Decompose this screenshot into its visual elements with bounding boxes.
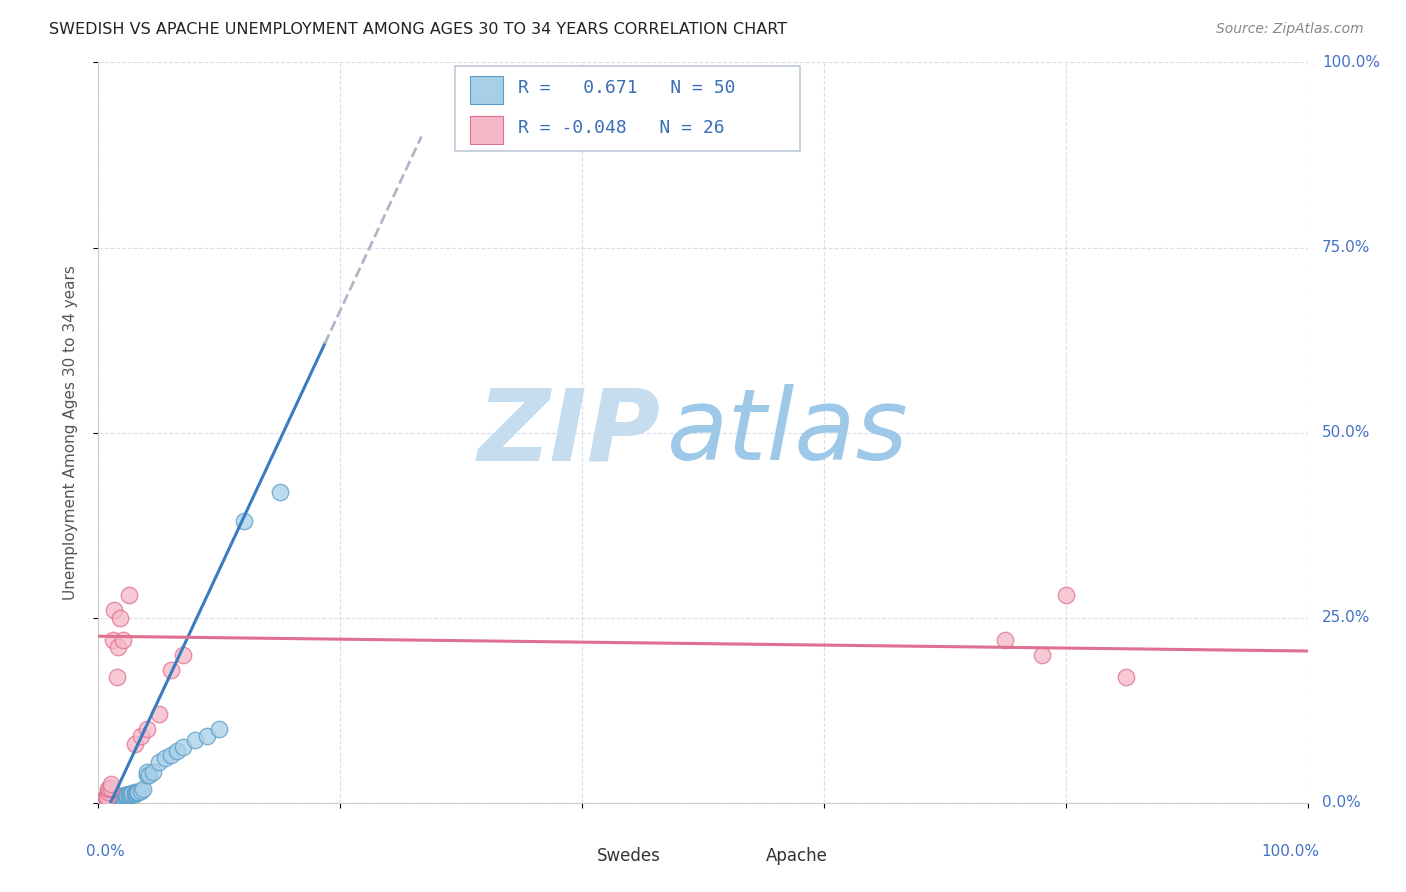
Point [1054,589,1077,603]
Point [108,610,131,624]
Point [98,780,121,795]
Point [108,789,131,804]
Point [135,767,157,781]
Point [129,784,152,798]
Text: 25.0%: 25.0% [1322,610,1371,625]
Point [129,729,152,743]
Point [138,767,160,781]
Point [111,632,134,647]
Point [111,790,134,805]
Point [166,744,188,758]
Text: 100.0%: 100.0% [1322,55,1381,70]
Point [121,786,143,800]
Text: Apache: Apache [766,847,828,865]
Point [100,780,122,795]
FancyBboxPatch shape [456,66,800,152]
Point [103,791,125,805]
Point [125,786,148,800]
Point [118,589,141,603]
Text: atlas: atlas [666,384,908,481]
Point [135,722,157,736]
Point [195,729,218,743]
Point [124,787,146,801]
Y-axis label: Unemployment Among Ages 30 to 34 years: Unemployment Among Ages 30 to 34 years [63,265,77,600]
Point [104,790,127,805]
Point [100,790,122,805]
Point [118,787,141,801]
Text: 0.0%: 0.0% [1322,796,1361,810]
Text: 50.0%: 50.0% [1322,425,1371,440]
Point [97,792,120,806]
Text: R =   0.671   N = 50: R = 0.671 N = 50 [517,79,735,97]
Point [100,777,122,791]
Point [184,732,207,747]
Point [994,632,1017,647]
Text: 75.0%: 75.0% [1322,240,1371,255]
Point [96,789,118,804]
Point [132,782,155,797]
Point [98,793,121,807]
Bar [727,845,754,867]
Text: Swedes: Swedes [596,847,661,865]
Point [153,751,176,765]
Bar [470,116,503,145]
Point [160,747,183,762]
Point [107,640,129,655]
Point [148,706,170,721]
Point [124,737,146,751]
Point [135,764,157,779]
Point [96,789,118,804]
Point [172,648,194,662]
Point [101,792,124,806]
Point [127,785,149,799]
Point [127,785,149,799]
Point [1031,648,1053,662]
Point [117,789,139,803]
Point [160,663,183,677]
Text: 0.0%: 0.0% [86,844,125,858]
Bar [470,77,503,104]
Point [100,792,122,806]
Point [94,790,117,805]
Point [107,789,129,804]
Point [96,793,118,807]
Point [93,792,115,806]
Text: 100.0%: 100.0% [1261,844,1320,858]
Point [114,789,136,803]
Point [110,789,132,804]
Bar [558,845,585,867]
Point [105,790,128,805]
Point [97,785,120,799]
Text: ZIP: ZIP [478,384,661,481]
Point [269,484,291,499]
Point [97,782,120,797]
Text: R = -0.048   N = 26: R = -0.048 N = 26 [517,120,724,137]
Point [103,603,125,617]
Point [142,764,165,779]
Point [115,789,138,803]
Point [148,755,170,769]
Point [100,791,122,805]
Point [108,790,131,805]
Point [111,789,134,804]
Point [232,515,254,529]
Point [112,789,135,804]
Text: Source: ZipAtlas.com: Source: ZipAtlas.com [1216,22,1364,37]
Point [118,788,141,802]
Point [108,789,131,804]
Point [1115,670,1137,684]
Point [208,722,231,736]
Point [93,794,115,808]
Point [120,787,142,801]
Point [105,670,128,684]
Point [118,788,141,802]
Point [115,788,138,802]
Text: SWEDISH VS APACHE UNEMPLOYMENT AMONG AGES 30 TO 34 YEARS CORRELATION CHART: SWEDISH VS APACHE UNEMPLOYMENT AMONG AGE… [49,22,787,37]
Point [172,740,194,755]
Point [101,632,124,647]
Point [124,785,146,799]
Point [105,791,128,805]
